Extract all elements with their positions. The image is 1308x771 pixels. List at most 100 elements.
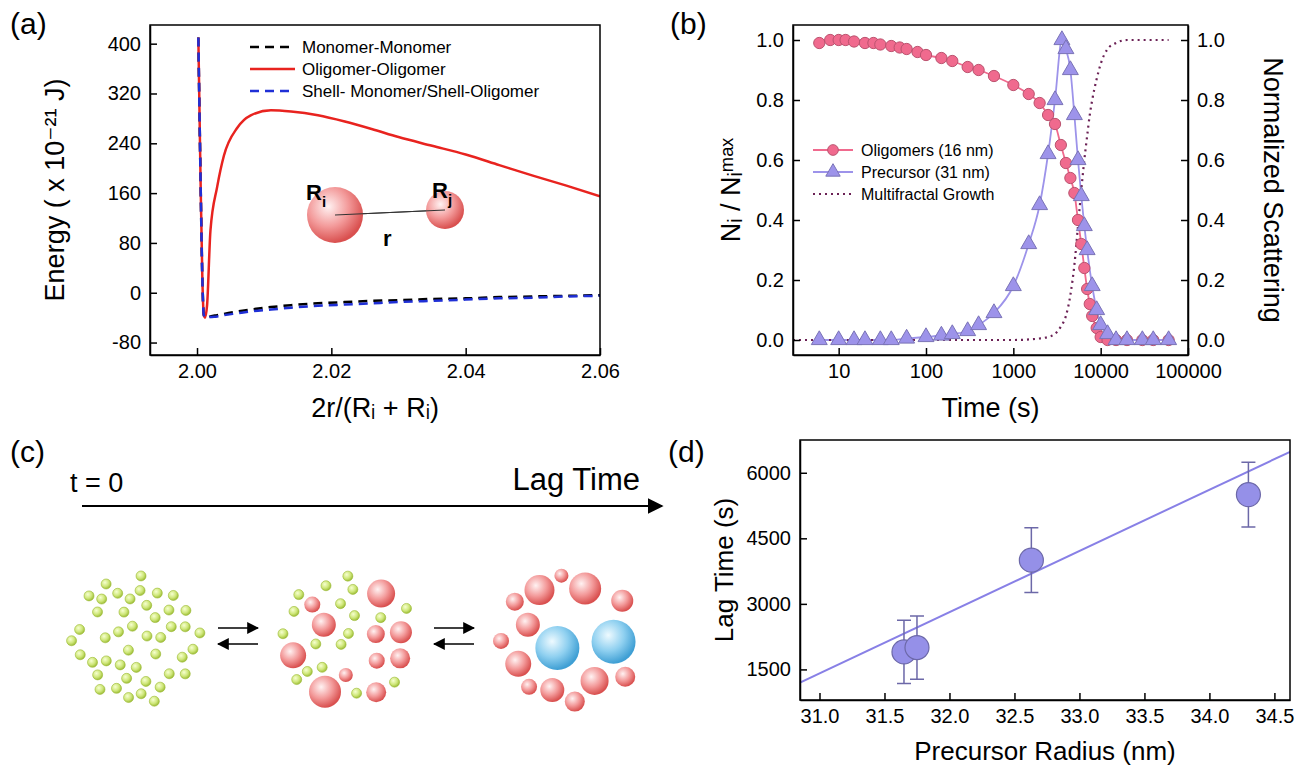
tick-mark: [793, 280, 800, 282]
monomer: [93, 670, 103, 680]
legend-swatch: [250, 46, 295, 49]
tick-label: 33.5: [1125, 705, 1164, 727]
tick: 4500: [747, 527, 808, 549]
data-point: [883, 331, 899, 345]
monomer: [84, 591, 94, 601]
tick-mark: [1274, 693, 1276, 700]
data-point: [899, 329, 915, 343]
tick-label: 0.2: [756, 269, 784, 291]
panel-label: (d): [668, 435, 705, 468]
tick-label: 34.0: [1190, 705, 1229, 727]
tick-label: 100000: [1155, 360, 1222, 382]
oligomer: [390, 621, 412, 643]
oligomer: [554, 569, 568, 583]
data-point: [1019, 548, 1043, 572]
tick-label: 6000: [747, 462, 792, 484]
tick-label: 32.0: [931, 705, 970, 727]
tick-label: 32.5: [995, 705, 1034, 727]
tick: 320: [108, 82, 157, 104]
tick-label: 2.00: [178, 360, 217, 382]
inset-line: [335, 210, 445, 215]
tick: 2.00: [178, 348, 217, 382]
monomer: [155, 682, 165, 692]
tick-mark: [600, 348, 602, 355]
tick-label: 1000: [992, 360, 1037, 382]
tick-label: 4500: [747, 527, 792, 549]
tick: 31.5: [866, 693, 905, 727]
panel: (d)31.031.532.032.533.033.534.034.515003…: [668, 435, 1294, 766]
tick: 0.6: [756, 149, 800, 171]
tick-label: 33.0: [1060, 705, 1099, 727]
tick-mark: [1014, 693, 1016, 700]
tick-mark: [800, 538, 807, 540]
tick-label: 80: [119, 232, 141, 254]
data-point: [1047, 91, 1063, 105]
series-line: [819, 40, 1168, 340]
tick: 240: [108, 132, 157, 154]
tick: 31.0: [801, 693, 840, 727]
oligomer: [339, 668, 353, 682]
tick: 0.6: [1181, 149, 1225, 171]
tick: 32.0: [931, 693, 970, 727]
data-point: [1084, 277, 1100, 291]
tick: 0.8: [1181, 89, 1225, 111]
oligomer: [505, 651, 531, 677]
oligomer: [506, 593, 524, 611]
series-line: [198, 37, 600, 317]
time-arrow: [82, 505, 662, 507]
monomer: [181, 605, 191, 615]
plot-frame: [150, 25, 600, 355]
tick-mark: [819, 693, 821, 700]
tick-label: 0.6: [1197, 149, 1225, 171]
legend-swatch: [250, 68, 295, 71]
legend-label: Multifractal Growth: [861, 186, 994, 203]
tick-label: -80: [112, 331, 141, 353]
data-point: [1079, 241, 1095, 255]
data-point: [848, 36, 859, 47]
oligomer: [309, 676, 341, 708]
tick-mark: [1013, 348, 1015, 355]
series-line: [819, 40, 1168, 340]
monomer: [93, 607, 103, 617]
data-point: [831, 331, 847, 345]
data-point: [1005, 277, 1021, 291]
axis: -80080160240320400: [108, 26, 157, 356]
tick-mark: [793, 220, 800, 222]
tick: 400: [108, 33, 157, 55]
tick-mark: [793, 340, 800, 342]
data-point: [1145, 331, 1161, 345]
data-point: [971, 316, 987, 330]
tick: 34.5: [1255, 693, 1294, 727]
data-point: [1055, 139, 1066, 150]
monomer: [88, 657, 98, 667]
tick-mark: [884, 693, 886, 700]
monomer: [75, 650, 85, 660]
tick-label: 2.04: [447, 360, 486, 382]
plot-area: [800, 452, 1290, 684]
oligomer: [521, 679, 537, 695]
tick-label: 31.0: [801, 705, 840, 727]
panel-label: (c): [10, 435, 45, 468]
tick-label: 1.0: [1197, 29, 1225, 51]
monomer: [142, 631, 152, 641]
monomer: [166, 622, 176, 632]
tick: 2.06: [581, 348, 620, 382]
data-point: [988, 70, 999, 81]
axis: 31.0 31.5 32.0 32.5 33.0 33.5 34.0 34.5: [801, 693, 1295, 727]
legend: Oligomers (16 nm)Precursor (31 nm)Multif…: [813, 142, 994, 203]
tick-mark: [800, 604, 807, 606]
legend-label: Shell- Monomer/Shell-Oligomer: [302, 82, 539, 101]
tick-label: 0.6: [756, 149, 784, 171]
data-point: [947, 55, 958, 66]
legend-label: Oligomers (16 nm): [861, 142, 993, 159]
axis-line: [800, 441, 802, 701]
oligomer: [280, 642, 306, 668]
monomer: [348, 584, 358, 594]
monomer: [168, 590, 178, 600]
data-point: [1058, 40, 1074, 54]
tick: 1.0: [1181, 29, 1225, 51]
axis-line: [150, 26, 152, 356]
tick: 80: [119, 232, 157, 254]
axis: 1500300045006000: [747, 441, 808, 701]
monomer: [136, 571, 146, 581]
